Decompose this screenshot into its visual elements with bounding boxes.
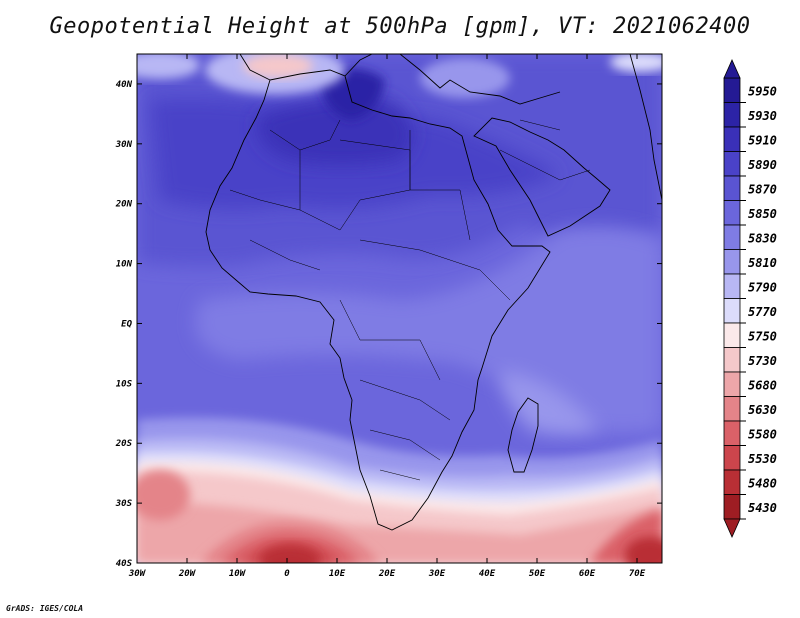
lon-tick-label: 60E	[579, 569, 596, 579]
field-5830	[195, 226, 662, 434]
field-iberia-core	[243, 54, 313, 78]
colorbar-label: 5630	[748, 403, 777, 417]
lat-tick-label: 40N	[116, 80, 133, 90]
india-coastline	[629, 54, 662, 201]
colorbar-label: 5810	[748, 256, 777, 270]
colorbar-swatch	[723, 445, 741, 471]
grads-credit: GrADS: IGES/COLA	[6, 604, 84, 613]
height-field	[137, 54, 662, 563]
arabia-coastline	[473, 117, 611, 237]
colorbar-swatch	[723, 494, 741, 520]
colorbar-swatch	[723, 200, 741, 226]
colorbar-swatch	[723, 347, 741, 373]
lat-tick-label: 30N	[115, 140, 133, 150]
lon-tick-label: 0	[284, 569, 290, 579]
colorbar-label: 5730	[748, 354, 777, 368]
colorbar-label: 5770	[748, 305, 777, 319]
lon-tick-label: 20W	[178, 569, 197, 579]
colorbar-label: 5890	[748, 158, 777, 172]
colorbar-swatch	[723, 371, 741, 397]
europe-coastline	[239, 54, 561, 105]
field-5480	[260, 546, 320, 563]
lon-tick-label: 10W	[229, 569, 247, 579]
colorbar-swatch	[723, 151, 741, 177]
lat-tick-label: 10N	[116, 260, 133, 270]
lat-axis: 40N 30N 20N 10N EQ 10S 20S 30S 40S	[115, 80, 662, 569]
colorbar-swatch	[723, 249, 741, 275]
colorbar-top-arrow	[723, 59, 741, 79]
lat-tick-label: 20S	[115, 439, 133, 449]
colorbar-swatch	[723, 322, 741, 348]
field-sw-atlantic-low	[137, 470, 190, 520]
colorbar-swatch	[723, 77, 741, 103]
colorbar-label: 5750	[748, 330, 777, 344]
lat-tick-label: EQ	[121, 319, 132, 329]
lat-tick-label: 30S	[115, 499, 133, 509]
lon-tick-label: 10E	[329, 569, 346, 579]
colorbar-swatch	[723, 126, 741, 152]
field-asia-ne	[610, 54, 662, 72]
africa-coastline	[205, 69, 551, 531]
colorbar-swatch	[723, 224, 741, 250]
field-anatolia	[420, 58, 510, 98]
figure-title: Geopotential Height at 500hPa [gpm], VT:…	[49, 14, 751, 39]
colorbar-label: 5680	[748, 379, 777, 393]
colorbar-label: 5830	[748, 232, 777, 246]
lon-tick-label: 20E	[378, 569, 396, 579]
lon-tick-label: 40E	[479, 569, 496, 579]
colorbar-label: 5950	[748, 85, 777, 99]
coastlines	[205, 54, 662, 531]
colorbar-swatch	[723, 420, 741, 446]
lon-axis: 30W 20W 10W 0 10E 20E 30E 40E 50E 60E 70E	[128, 54, 646, 579]
borders	[229, 119, 591, 481]
colorbar-swatch	[723, 102, 741, 128]
lon-tick-label: 30W	[128, 569, 147, 579]
lat-tick-label: 10S	[116, 379, 133, 389]
colorbar: 5950 5930 5910 5890 5870 5850 5830 5810 5790 5770…	[723, 59, 777, 538]
lon-tick-label: 50E	[529, 569, 546, 579]
colorbar-label: 5870	[748, 183, 777, 197]
colorbar-swatch	[723, 469, 741, 495]
colorbar-swatch	[723, 298, 741, 324]
colorbar-label: 5790	[748, 281, 777, 295]
colorbar-swatch	[723, 396, 741, 422]
colorbar-label: 5480	[748, 477, 777, 491]
lon-tick-label: 70E	[629, 569, 646, 579]
lat-tick-label: 40S	[116, 559, 133, 569]
colorbar-label: 5430	[748, 501, 777, 515]
colorbar-swatch	[723, 175, 741, 201]
field-se-core	[625, 537, 662, 563]
madagascar-coastline	[507, 397, 539, 473]
colorbar-label: 5530	[748, 452, 777, 466]
colorbar-label: 5580	[748, 428, 777, 442]
colorbar-label: 5910	[748, 134, 777, 148]
map-frame	[136, 53, 663, 564]
colorbar-swatch	[723, 273, 741, 299]
lon-tick-label: 30E	[428, 569, 446, 579]
field-atlantic-nw	[137, 54, 200, 79]
lat-tick-label: 20N	[115, 200, 133, 210]
colorbar-bottom-arrow	[723, 518, 741, 538]
colorbar-label: 5850	[748, 207, 777, 221]
colorbar-label: 5930	[748, 109, 777, 123]
field-5810	[500, 370, 600, 435]
